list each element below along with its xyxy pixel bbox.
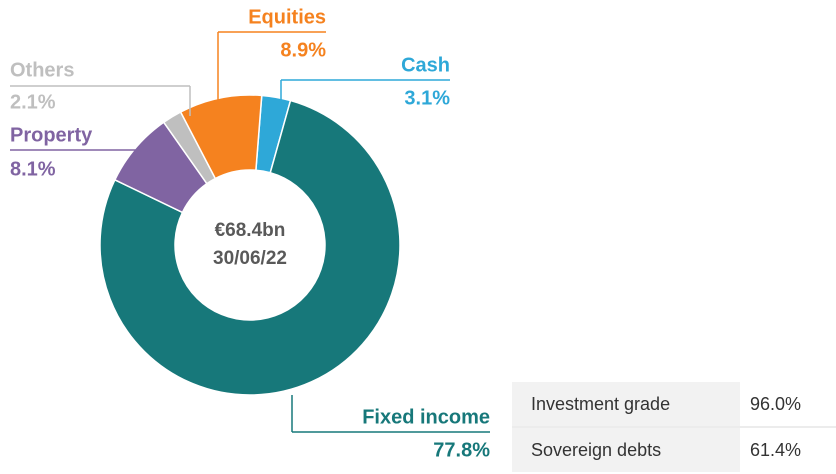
center-sublabel: 30/06/22 (213, 248, 287, 269)
segment-name: Property (10, 124, 93, 146)
donut-segment (99, 99, 401, 396)
table-cell: Investment grade (531, 394, 670, 414)
segment-value: 8.9% (280, 39, 326, 61)
segment-value: 8.1% (10, 158, 56, 180)
segment-value: 2.1% (10, 91, 56, 113)
segment-name: Cash (401, 54, 450, 76)
leader-line (144, 149, 153, 153)
table-cell-bg (512, 382, 740, 426)
segment-name: Equities (248, 6, 326, 28)
segment-name: Fixed income (362, 406, 490, 428)
segment-name: Others (10, 59, 74, 81)
donut-segment (179, 94, 263, 180)
table-cell: 96.0% (750, 394, 801, 414)
table-cell: 61.4% (750, 440, 801, 460)
table-cell: Sovereign debts (531, 440, 661, 460)
segment-value: 3.1% (404, 87, 450, 109)
table-cell-bg (512, 428, 740, 472)
center-label: €68.4bn (215, 220, 286, 241)
segment-value: 77.8% (433, 439, 490, 461)
